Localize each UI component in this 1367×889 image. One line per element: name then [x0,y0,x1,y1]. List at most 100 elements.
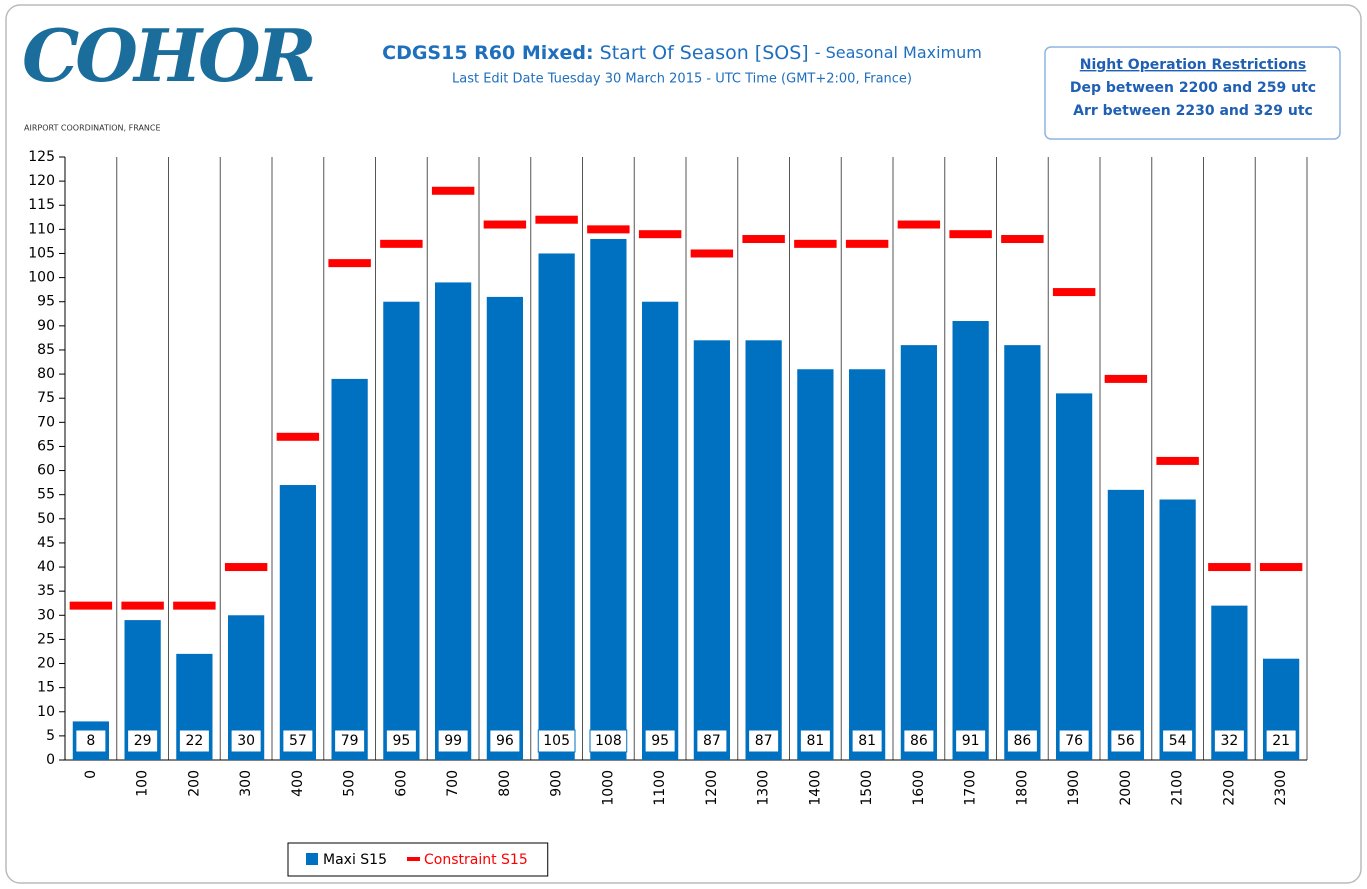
x-tick-label: 1400 [807,770,823,806]
constraint-marker [380,239,423,248]
data-label-box [748,729,780,753]
y-tick-label: 0 [46,752,55,768]
notice-title: Night Operation Restrictions [1080,57,1307,73]
y-tick-label: 35 [37,583,55,599]
y-tick-label: 25 [37,631,55,647]
x-tick-label: 400 [290,770,306,797]
constraint-marker [535,215,578,224]
bar [279,485,316,760]
y-tick-label: 20 [37,656,55,672]
constraint-marker [431,186,475,195]
data-label-box [1110,729,1142,753]
data-label-box [334,729,366,753]
x-tick-label: 100 [135,770,151,797]
y-tick-label: 100 [28,270,55,286]
y-tick-label: 110 [28,221,55,237]
bar [486,296,523,760]
title-suffix: - Seasonal Maximum [815,43,982,62]
constraint-marker [1104,374,1148,383]
data-label: 105 [543,733,570,749]
data-label: 108 [595,733,622,749]
data-label: 21 [1272,733,1290,749]
data-label: 30 [237,733,255,749]
notice-box [1044,46,1341,140]
y-tick-label: 125 [28,149,55,165]
x-tick-label: 1900 [1066,770,1082,806]
title-bold: CDGS15 R60 Mixed: [382,42,594,64]
title-main: Start Of Season [SOS] [600,42,809,64]
constraint-marker [1259,563,1303,572]
legend-swatch [306,853,318,865]
data-label: 86 [1013,733,1031,749]
x-tick-label: 1000 [600,770,616,806]
constraint-marker [276,432,320,441]
data-label: 87 [755,733,773,749]
x-tick-label: 900 [549,770,565,797]
data-label-box [644,729,676,753]
constraint-marker [1208,563,1251,572]
y-tick-label: 15 [37,680,55,696]
constraint-marker [949,230,992,239]
x-tick-label: 2300 [1273,770,1289,806]
data-label: 87 [703,733,721,749]
bar [1159,499,1196,760]
x-tick-label: 1100 [652,770,668,806]
data-label: 54 [1169,733,1187,749]
data-label-box [1058,729,1090,753]
constraint-marker [845,239,889,248]
legend-label: Maxi S15 [323,852,387,868]
data-label: 29 [134,733,152,749]
data-label-box [589,729,628,753]
constraint-marker [1001,235,1044,244]
constraint-marker [483,220,527,229]
legend-label: Constraint S15 [424,852,528,868]
x-tick-label: 1700 [963,770,979,806]
notice-line: Dep between 2200 and 259 utc [1070,80,1316,96]
data-label: 8 [86,733,95,749]
y-tick-label: 5 [46,728,55,744]
data-label-box [127,729,159,753]
data-label: 57 [289,733,307,749]
y-tick-label: 40 [37,559,55,575]
x-tick-label: 1200 [704,770,720,806]
logo: COHOR [22,13,314,98]
data-label: 95 [651,733,669,749]
x-tick-label: 2100 [1170,770,1186,806]
bar [642,301,679,760]
data-label: 91 [962,733,980,749]
bar [331,378,368,760]
y-tick-label: 55 [37,487,55,503]
bar [538,253,575,761]
data-label: 56 [1117,733,1135,749]
x-tick-label: 600 [393,770,409,797]
x-tick-label: 200 [186,770,202,797]
x-tick-label: 0 [83,770,99,779]
bar [745,340,782,760]
constraint-marker [1052,288,1096,297]
x-tick-label: 2000 [1118,770,1134,806]
legend-swatch [406,857,420,861]
y-tick-label: 30 [37,607,55,623]
y-tick-label: 115 [28,197,55,213]
data-label: 81 [806,733,824,749]
constraint-marker [794,239,837,248]
constraint-marker [638,230,682,239]
y-tick-label: 105 [28,245,55,261]
x-tick-label: 1800 [1014,770,1030,806]
data-label-box [537,729,576,753]
x-tick-label: 1500 [859,770,875,806]
x-tick-label: 2200 [1221,770,1237,806]
bar [693,340,730,760]
constraint-marker [328,259,371,268]
data-label-box [1162,729,1194,753]
bar [1056,393,1093,760]
y-tick-label: 65 [37,438,55,454]
data-label: 99 [444,733,462,749]
logo-caption: AIRPORT COORDINATION, FRANCE [24,124,161,133]
bar [849,369,886,760]
x-tick-label: 500 [342,770,358,797]
y-tick-label: 45 [37,535,55,551]
bar [797,369,834,760]
x-tick-label: 700 [445,770,461,797]
